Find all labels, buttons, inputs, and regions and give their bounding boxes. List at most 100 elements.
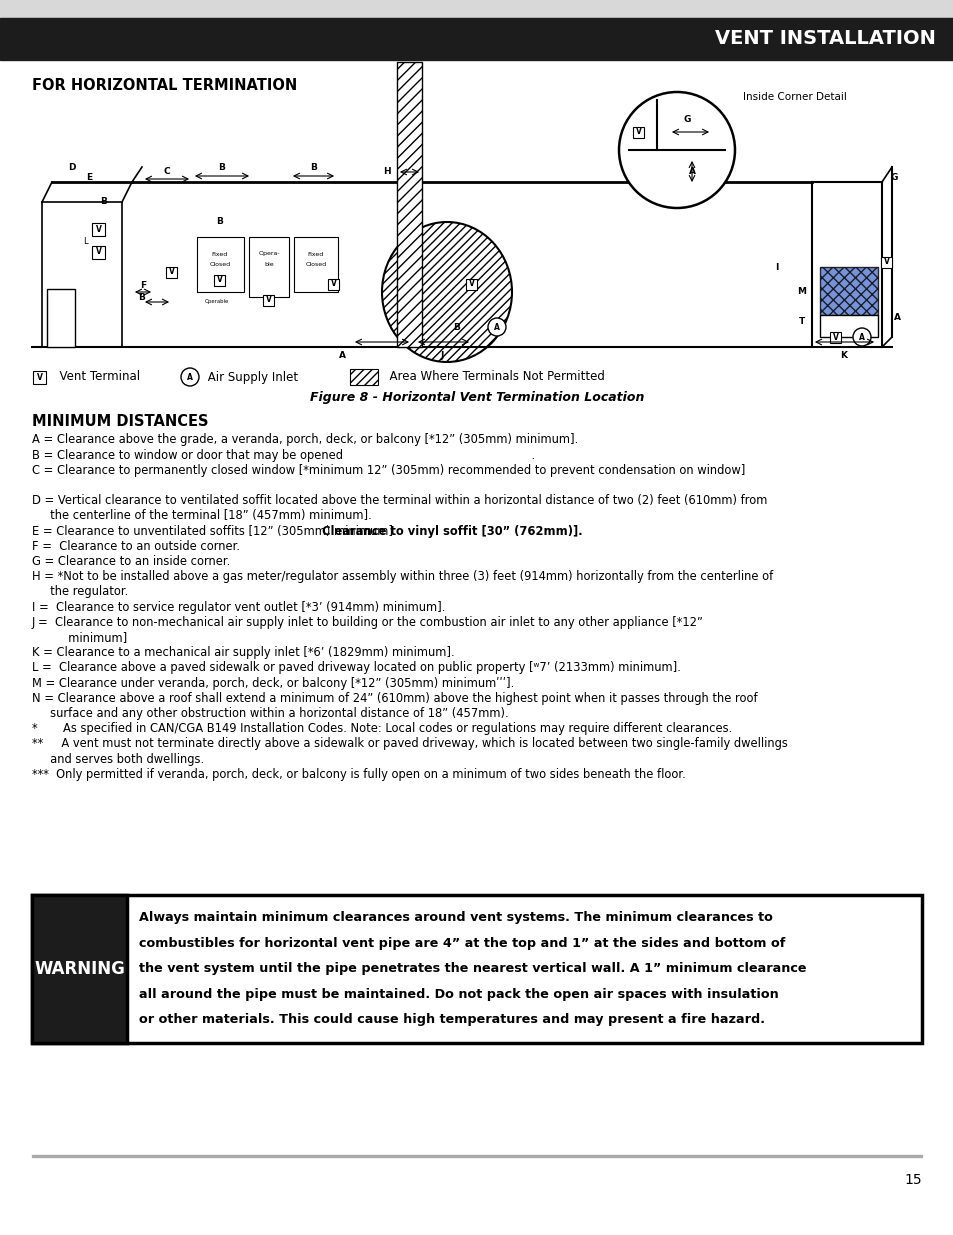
- Text: Air Supply Inlet: Air Supply Inlet: [204, 370, 297, 384]
- Ellipse shape: [381, 222, 512, 362]
- Bar: [196, 237, 244, 291]
- Bar: [633, 126, 644, 137]
- Text: V: V: [217, 275, 223, 284]
- Text: I: I: [775, 263, 778, 272]
- Text: F =  Clearance to an outside corner.: F = Clearance to an outside corner.: [32, 540, 240, 553]
- Text: FOR HORIZONTAL TERMINATION: FOR HORIZONTAL TERMINATION: [32, 78, 297, 93]
- Text: V: V: [96, 247, 102, 257]
- Circle shape: [852, 329, 870, 346]
- Text: combustibles for horizontal vent pipe are 4” at the top and 1” at the sides and : combustibles for horizontal vent pipe ar…: [139, 936, 784, 950]
- Bar: [820, 315, 877, 337]
- Text: A: A: [338, 351, 345, 359]
- Text: V: V: [266, 295, 272, 305]
- Bar: [167, 267, 177, 278]
- Text: and serves both dwellings.: and serves both dwellings.: [32, 752, 204, 766]
- Text: Closed: Closed: [305, 262, 326, 267]
- Text: Area Where Terminals Not Permitted: Area Where Terminals Not Permitted: [381, 370, 604, 384]
- Text: V: V: [96, 225, 102, 233]
- Bar: [466, 279, 477, 289]
- Text: all around the pipe must be maintained. Do not pack the open air spaces with ins: all around the pipe must be maintained. …: [139, 988, 778, 1000]
- Text: V: V: [37, 373, 43, 382]
- Bar: [32, 1155, 921, 1157]
- Text: surface and any other obstruction within a horizontal distance of 18” (457mm).: surface and any other obstruction within…: [32, 708, 508, 720]
- Text: Vent Terminal: Vent Terminal: [52, 370, 140, 384]
- Bar: [249, 237, 289, 296]
- Text: H: H: [383, 168, 391, 177]
- Text: Always maintain minimum clearances around vent systems. The minimum clearances t: Always maintain minimum clearances aroun…: [139, 911, 772, 924]
- Bar: [214, 274, 225, 285]
- Text: Clearance to vinyl soffit [30” (762mm)].: Clearance to vinyl soffit [30” (762mm)].: [321, 525, 581, 537]
- Text: J =  Clearance to non-mechanical air supply inlet to building or the combustion : J = Clearance to non-mechanical air supp…: [32, 616, 703, 629]
- Text: Inside Corner Detail: Inside Corner Detail: [742, 91, 846, 103]
- Text: K = Clearance to a mechanical air supply inlet [*6’ (1829mm) minimum].: K = Clearance to a mechanical air supply…: [32, 646, 455, 659]
- Bar: [263, 294, 274, 305]
- Text: B: B: [310, 163, 316, 173]
- Text: G: G: [682, 116, 690, 125]
- Text: MINIMUM DISTANCES: MINIMUM DISTANCES: [32, 415, 209, 430]
- Text: B: B: [453, 322, 460, 331]
- Bar: [32, 895, 921, 1044]
- Text: E = Clearance to unventilated soffits [12” (305mm) minimum].: E = Clearance to unventilated soffits [1…: [32, 525, 400, 537]
- Text: T: T: [798, 317, 804, 326]
- Text: ***  Only permitted if veranda, porch, deck, or balcony is fully open on a minim: *** Only permitted if veranda, porch, de…: [32, 768, 685, 781]
- Text: G: G: [889, 173, 897, 182]
- Text: V: V: [883, 258, 889, 267]
- Bar: [830, 331, 841, 342]
- Text: L =  Clearance above a paved sidewalk or paved driveway located on public proper: L = Clearance above a paved sidewalk or …: [32, 662, 680, 674]
- Text: the centerline of the terminal [18” (457mm) minimum].: the centerline of the terminal [18” (457…: [32, 510, 372, 522]
- Text: B: B: [216, 217, 223, 226]
- Text: the regulator.: the regulator.: [32, 585, 128, 599]
- Text: N = Clearance above a roof shall extend a minimum of 24” (610mm) above the highe: N = Clearance above a roof shall extend …: [32, 692, 757, 705]
- Text: M: M: [797, 288, 805, 296]
- Text: H = *Not to be installed above a gas meter/regulator assembly within three (3) f: H = *Not to be installed above a gas met…: [32, 571, 773, 583]
- Text: **     A vent must not terminate directly above a sidewalk or paved driveway, wh: ** A vent must not terminate directly ab…: [32, 737, 787, 751]
- Text: Figure 8 - Horizontal Vent Termination Location: Figure 8 - Horizontal Vent Termination L…: [310, 390, 643, 404]
- Text: I =  Clearance to service regulator vent outlet [*3’ (914mm) minimum].: I = Clearance to service regulator vent …: [32, 600, 445, 614]
- Text: the vent system until the pipe penetrates the nearest vertical wall. A 1” minimu: the vent system until the pipe penetrate…: [139, 962, 805, 976]
- Text: V: V: [169, 268, 174, 277]
- Text: D: D: [69, 163, 75, 172]
- Text: B: B: [138, 293, 145, 301]
- Bar: [142, 182, 472, 347]
- Text: *       As specified in CAN/CGA B149 Installation Codes. Note: Local codes or re: * As specified in CAN/CGA B149 Installat…: [32, 722, 732, 735]
- Text: B: B: [218, 163, 225, 173]
- Text: C: C: [164, 167, 171, 175]
- Bar: [820, 267, 877, 315]
- Bar: [0, 0, 953, 19]
- Text: VENT INSTALLATION: VENT INSTALLATION: [715, 30, 935, 48]
- Bar: [328, 279, 339, 289]
- Text: Opera-: Opera-: [258, 252, 279, 257]
- Bar: [350, 369, 377, 385]
- Text: K: K: [840, 351, 846, 359]
- Text: B: B: [100, 198, 108, 206]
- Bar: [47, 289, 75, 347]
- Text: L: L: [83, 236, 88, 246]
- Text: C = Clearance to permanently closed window [*minimum 12” (305mm) recommended to : C = Clearance to permanently closed wind…: [32, 464, 744, 477]
- Bar: [32, 895, 127, 1044]
- Text: B = Clearance to window or door that may be opened                              : B = Clearance to window or door that may…: [32, 448, 535, 462]
- Bar: [42, 203, 122, 347]
- Text: A = Clearance above the grade, a veranda, porch, deck, or balcony [*12” (305mm) : A = Clearance above the grade, a veranda…: [32, 433, 578, 447]
- Bar: [33, 370, 47, 384]
- Text: V: V: [469, 279, 475, 289]
- Text: minimum]: minimum]: [32, 631, 127, 645]
- Text: V: V: [832, 332, 838, 342]
- Text: E: E: [86, 173, 92, 182]
- Text: A: A: [893, 312, 900, 321]
- Text: or other materials. This could cause high temperatures and may present a fire ha: or other materials. This could cause hig…: [139, 1014, 764, 1026]
- Text: V: V: [636, 127, 641, 137]
- Text: Operable: Operable: [205, 300, 229, 305]
- Text: D = Vertical clearance to ventilated soffit located above the terminal within a : D = Vertical clearance to ventilated sof…: [32, 494, 766, 508]
- Text: A: A: [688, 168, 695, 177]
- Text: M = Clearance under veranda, porch, deck, or balcony [*12” (305mm) minimumʹʹʹ].: M = Clearance under veranda, porch, deck…: [32, 677, 514, 689]
- Text: F: F: [140, 280, 146, 289]
- Text: A: A: [494, 322, 499, 331]
- Text: 15: 15: [903, 1173, 921, 1187]
- Bar: [92, 222, 106, 236]
- Bar: [294, 237, 337, 291]
- Text: Fixed: Fixed: [212, 252, 228, 257]
- Bar: [881, 257, 892, 268]
- Circle shape: [488, 317, 505, 336]
- Bar: [396, 62, 421, 347]
- Text: Fixed: Fixed: [308, 252, 324, 257]
